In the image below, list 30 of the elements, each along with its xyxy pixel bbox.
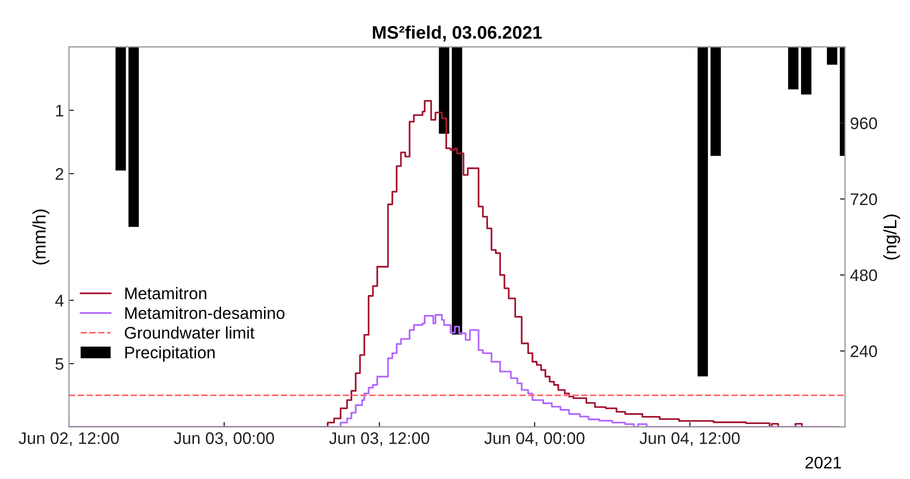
y-axis-title: (mm/h) <box>32 210 50 264</box>
bar <box>452 46 462 335</box>
y2-tick-label: 720 <box>850 193 878 206</box>
y2-tick-label: 480 <box>850 269 878 282</box>
x-tick-label: Jun 03, 12:00 <box>329 432 430 446</box>
bar <box>710 46 721 156</box>
y2-tick-label: 240 <box>850 345 878 358</box>
bar <box>698 46 708 376</box>
bar <box>128 46 139 227</box>
x-tick-label: Jun 04, 00:00 <box>484 432 584 446</box>
bar <box>116 46 126 170</box>
x-tick-label: Jun 03, 00:00 <box>174 432 274 446</box>
text: 2021 <box>806 456 841 469</box>
bar <box>438 46 450 134</box>
y-tick-label: 5 <box>56 358 64 370</box>
bar <box>826 46 838 65</box>
x-tick-label: Jun 02, 12:00 <box>18 432 119 446</box>
bar <box>788 46 798 90</box>
bar <box>801 46 812 94</box>
chart-title: MS²field, 03.06.2021 <box>372 26 542 42</box>
y-tick-label: 4 <box>55 294 64 306</box>
y-tick-label: 2 <box>56 168 64 180</box>
legend-label: Groundwater limit <box>124 326 254 339</box>
y2-axis-title: (ng/L) <box>883 214 900 260</box>
legend-label: Metamitron <box>125 287 206 300</box>
y-tick-label: 1 <box>56 104 64 116</box>
legend-label: Precipitation <box>125 346 215 362</box>
legend-label: Metamitron-desamino <box>125 306 284 320</box>
x-tick-label: Jun 04, 12:00 <box>640 432 740 446</box>
y2-tick-label: 960 <box>850 117 878 130</box>
